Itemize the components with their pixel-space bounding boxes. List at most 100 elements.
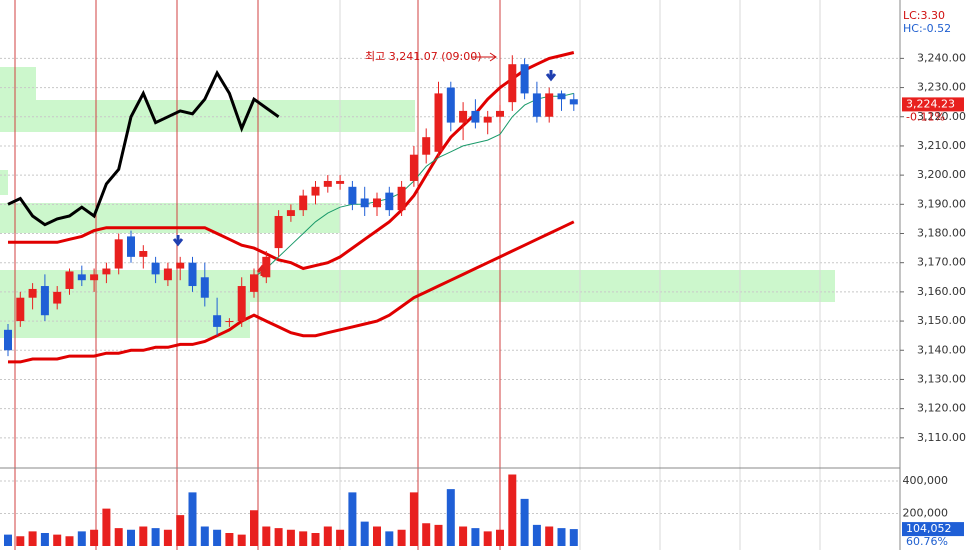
axis-panel [900,0,970,550]
candle-body [274,215,283,249]
candle-body [4,329,12,351]
candle-body [459,110,468,123]
hc-label: HC:-0.52 [903,22,951,35]
y-tick-label: 3,160.00 [917,285,966,298]
y-tick-label: 3,120.00 [917,402,966,415]
candle-body [40,286,49,316]
zone [0,170,8,195]
candle-body [311,186,320,196]
y-tick-label: 3,240.00 [917,51,966,64]
y-tick-label: 3,210.00 [917,139,966,152]
candle-body [114,239,123,269]
candle-body [323,180,332,187]
candle-body [151,262,160,275]
candle-body [225,321,234,323]
volume-bar [532,524,541,546]
price-axis: 3,240.00 3,230.00 3,220.00 3,210.00 3,200.00… [900,51,966,548]
overlay-line [8,51,575,271]
candle-body [508,64,517,103]
y-tick-label: 3,140.00 [917,343,966,356]
candle-body [532,93,541,117]
candle-body [200,277,209,298]
zone [0,100,415,132]
zone [0,67,36,100]
volume-bar [385,531,394,546]
volume-bar [262,526,271,546]
candle-body [557,93,566,100]
zone [0,270,250,338]
volume-bar [77,531,86,546]
volume-bar [373,526,381,546]
volume-bar [163,529,172,546]
candle-body [250,274,258,292]
candle-body [299,195,308,211]
volume-bar [225,533,234,546]
high-annotation: 최고 3,241.07 (09:00) [365,50,482,63]
candle-body [471,110,480,123]
volume-bar [569,529,578,546]
y-tick-label: 3,110.00 [917,431,966,444]
volume-bar [323,526,332,546]
volume-bar [520,498,529,546]
volume-bar [28,531,37,546]
volume-bar [508,474,517,546]
volume-bar [274,528,283,546]
candle-body [188,262,197,287]
candle-body [286,210,295,216]
lc-label: LC:3.30 [903,9,945,22]
candle-body [336,180,345,184]
volume-bar [250,510,258,546]
volume-bar [102,508,111,546]
candle-body [446,87,455,123]
volume-bar [53,534,62,546]
volume-bar [188,492,197,546]
volume-bar [286,529,295,546]
volume-bar [16,536,25,546]
y-tick-label: 3,170.00 [917,256,966,269]
candle-body [16,297,25,322]
candle-body [397,186,406,211]
y-tick-label: 3,200.00 [917,168,966,181]
signal-arrow [172,235,184,247]
candle-body [545,93,554,117]
signal-arrow [256,264,268,276]
volume-bar [348,492,357,546]
candle-body [139,251,148,257]
volume-bar [434,524,443,546]
candle-body [360,198,369,208]
y-tick-label: 3,130.00 [917,372,966,385]
last-volume-label: 104,052 [906,522,952,535]
candle-body [176,262,185,269]
volume-box [902,522,964,537]
candle-body [53,291,62,304]
candle-body [422,137,431,155]
candle-body [102,268,111,275]
candle-body [77,274,86,281]
volume-bar [213,529,222,546]
volume-bar [90,529,99,546]
candle-body [65,271,74,289]
candles [4,55,578,357]
volume-bar [557,528,566,546]
candle-body [569,99,578,105]
volume-bar [176,515,185,546]
overlay-line [7,69,280,227]
candle-body [385,192,394,211]
overlay-line [8,220,575,364]
y-tick-label: 3,180.00 [917,227,966,240]
candle-body [520,64,529,94]
overlays [7,51,575,364]
volume-bar [360,521,369,546]
volume-bar [311,533,320,546]
volume-bar [397,529,406,546]
signal-arrow [545,70,557,82]
change-label: -0.11% [906,110,945,123]
volume-bar [139,526,148,546]
volume-bar [151,528,160,546]
volume-bar [200,526,209,546]
y-tick-label: 3,220.00 [917,110,966,123]
y-tick-label: 3,190.00 [917,197,966,210]
candle-body [237,286,246,322]
candle-body [213,315,222,327]
